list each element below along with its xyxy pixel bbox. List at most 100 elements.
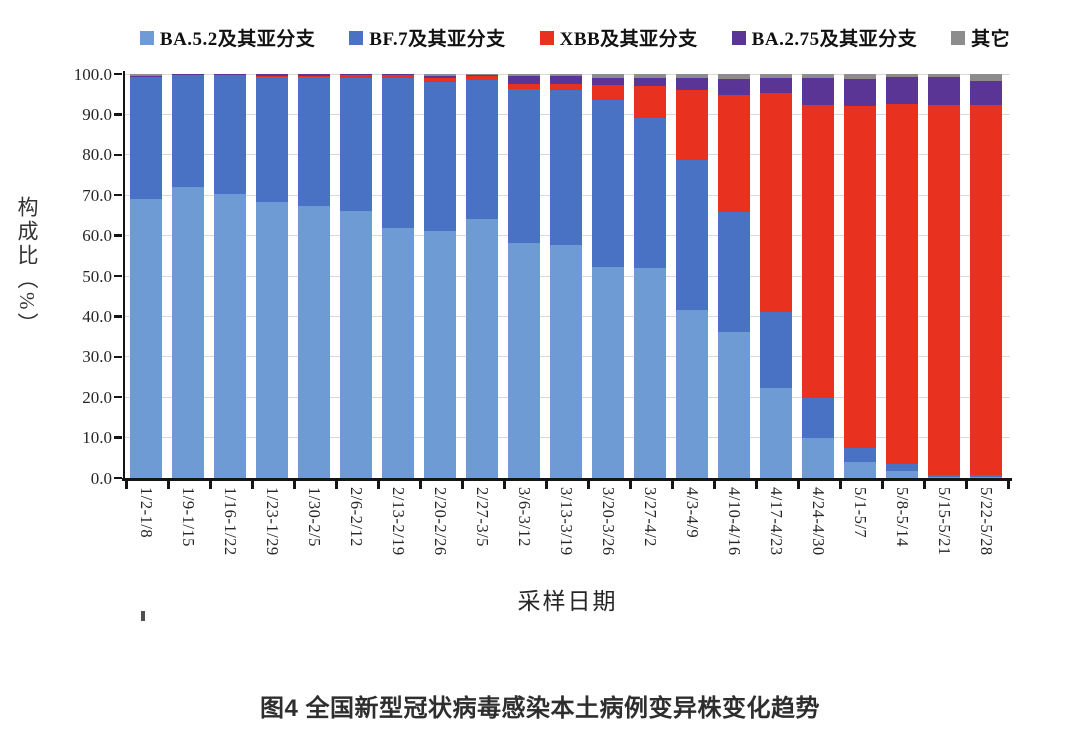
x-axis-tick bbox=[923, 481, 926, 489]
bar-segment bbox=[970, 475, 1002, 478]
x-axis-tick bbox=[587, 481, 590, 489]
bar-4/24-4/30 bbox=[802, 74, 834, 478]
y-axis-tick bbox=[114, 315, 122, 318]
bar-segment bbox=[928, 74, 960, 77]
bar-segment bbox=[634, 86, 666, 118]
bar-1/23-1/29 bbox=[256, 74, 288, 478]
x-tick-label: 3/6-3/12 bbox=[515, 487, 534, 547]
bar-segment bbox=[592, 78, 624, 86]
bar-segment bbox=[634, 78, 666, 87]
y-tick-label: 20.0 bbox=[82, 387, 112, 407]
bar-segment bbox=[130, 74, 162, 77]
bar-segment bbox=[508, 88, 540, 244]
bar-segment bbox=[256, 202, 288, 478]
bar-1/30-2/5 bbox=[298, 74, 330, 478]
x-tick-label: 2/13-2/19 bbox=[389, 487, 408, 556]
bar-segment bbox=[340, 210, 372, 478]
legend-item: BA.2.75及其亚分支 bbox=[731, 24, 917, 51]
bar-segment bbox=[424, 74, 456, 77]
figure-caption: 图4 全国新型冠状病毒感染本土病例变异株变化趋势 bbox=[259, 695, 820, 722]
bar-segment bbox=[634, 268, 666, 478]
legend-swatch-icon bbox=[539, 30, 554, 45]
bar-segment bbox=[970, 104, 1002, 476]
chart-legend: BA.5.2及其亚分支 BF.7及其亚分支 XBB及其亚分支 BA.2.75及其亚分支… bbox=[70, 24, 1080, 51]
x-axis-tick bbox=[965, 481, 968, 489]
y-tick-label: 100.0 bbox=[73, 64, 112, 84]
x-axis-tick bbox=[125, 481, 128, 489]
x-tick-label: 2/27-3/5 bbox=[473, 487, 492, 547]
bar-segment bbox=[298, 76, 330, 207]
bar-segment bbox=[550, 74, 582, 76]
bar-segment bbox=[760, 388, 792, 478]
x-axis-tick bbox=[1007, 481, 1010, 489]
x-tick-label: 5/15-5/21 bbox=[935, 487, 954, 556]
bar-segment bbox=[424, 76, 456, 79]
bar-5/8-5/14 bbox=[886, 74, 918, 478]
bar-2/27-3/5 bbox=[466, 74, 498, 478]
x-axis-tick bbox=[713, 481, 716, 489]
stray-mark bbox=[141, 611, 145, 621]
x-axis-tick bbox=[755, 481, 758, 489]
bar-1/9-1/15 bbox=[172, 74, 204, 478]
legend-swatch-icon bbox=[731, 30, 746, 45]
bar-segment bbox=[592, 85, 624, 101]
legend-item: BF.7及其亚分支 bbox=[349, 24, 505, 51]
y-axis-tick bbox=[114, 476, 122, 480]
bar-segment bbox=[886, 464, 918, 471]
bar-segment bbox=[718, 95, 750, 212]
y-axis-tick bbox=[114, 274, 122, 278]
bar-segment bbox=[634, 117, 666, 269]
bar-2/6-2/12 bbox=[340, 74, 372, 478]
bar-1/16-1/22 bbox=[214, 74, 246, 478]
bar-segment bbox=[676, 160, 708, 311]
legend-swatch-icon bbox=[139, 30, 154, 45]
bar-2/13-2/19 bbox=[382, 74, 414, 478]
y-tick-label: 30.0 bbox=[82, 347, 112, 367]
bar-segment bbox=[466, 80, 498, 220]
x-axis-tick bbox=[545, 481, 548, 489]
gridline bbox=[125, 73, 1010, 75]
x-tick-label: 3/27-4/2 bbox=[641, 487, 660, 547]
bar-segment bbox=[382, 74, 414, 76]
bar-3/13-3/19 bbox=[550, 74, 582, 478]
bar-segment bbox=[760, 78, 792, 94]
x-axis-tick bbox=[839, 481, 842, 489]
x-axis-line bbox=[122, 478, 1012, 481]
bar-segment bbox=[760, 74, 792, 79]
bar-segment bbox=[382, 75, 414, 78]
bar-segment bbox=[130, 76, 162, 77]
x-tick-label: 4/24-4/30 bbox=[809, 487, 828, 556]
bar-segment bbox=[256, 74, 288, 77]
x-axis-tick bbox=[797, 481, 800, 489]
bar-segment bbox=[340, 77, 372, 211]
legend-swatch-icon bbox=[349, 30, 364, 45]
y-tick-label: 10.0 bbox=[82, 428, 112, 448]
x-tick-label: 3/20-3/26 bbox=[599, 487, 618, 556]
x-axis-tick bbox=[881, 481, 884, 489]
y-tick-label: 50.0 bbox=[82, 266, 112, 286]
x-axis-title: 采样日期 bbox=[517, 589, 618, 614]
bar-segment bbox=[970, 80, 1002, 105]
bar-segment bbox=[844, 78, 876, 107]
x-axis-tick bbox=[419, 481, 422, 489]
bar-segment bbox=[256, 76, 288, 203]
bar-segment bbox=[214, 75, 246, 194]
bar-segment bbox=[928, 474, 960, 477]
bar-segment bbox=[886, 74, 918, 77]
x-tick-label: 5/1-5/7 bbox=[851, 487, 870, 539]
bar-4/10-4/16 bbox=[718, 74, 750, 478]
x-axis-tick bbox=[209, 481, 212, 489]
bar-segment bbox=[466, 219, 498, 478]
legend-label: BA.5.2及其亚分支 bbox=[159, 29, 316, 50]
bar-segment bbox=[802, 104, 834, 399]
y-tick-label: 40.0 bbox=[82, 306, 112, 326]
bar-segment bbox=[214, 194, 246, 478]
x-axis-tick bbox=[293, 481, 296, 489]
y-axis-title: 构成比（%） bbox=[15, 196, 39, 337]
bar-segment bbox=[634, 74, 666, 79]
bar-segment bbox=[172, 187, 204, 478]
x-tick-label: 1/16-1/22 bbox=[221, 487, 240, 556]
bar-segment bbox=[760, 93, 792, 312]
x-tick-label: 2/20-2/26 bbox=[431, 487, 450, 556]
